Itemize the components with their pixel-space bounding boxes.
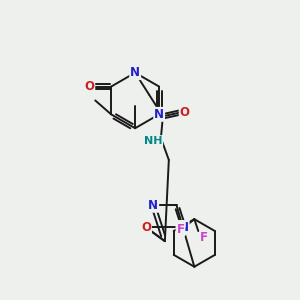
Text: N: N bbox=[154, 108, 164, 121]
Text: O: O bbox=[180, 106, 190, 119]
Text: N: N bbox=[179, 221, 189, 234]
Text: N: N bbox=[130, 66, 140, 79]
Text: O: O bbox=[141, 221, 151, 234]
Text: F: F bbox=[200, 232, 208, 244]
Text: NH: NH bbox=[144, 136, 162, 146]
Text: O: O bbox=[84, 80, 94, 93]
Text: N: N bbox=[148, 199, 158, 212]
Text: F: F bbox=[176, 223, 184, 236]
